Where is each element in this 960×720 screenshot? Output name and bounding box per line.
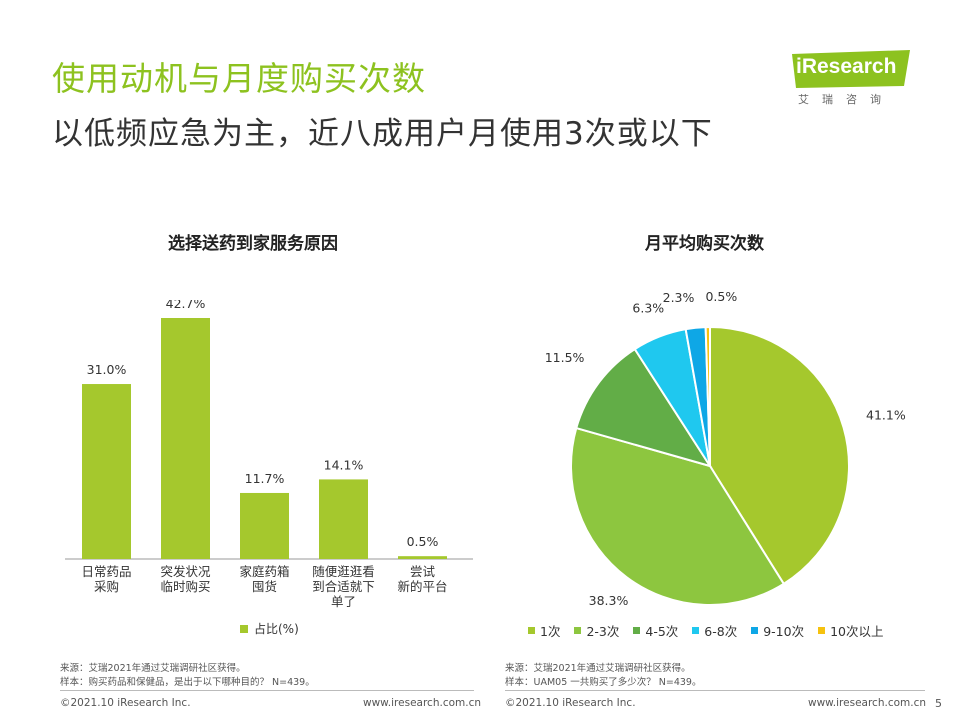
legend-item: 6-8次 bbox=[692, 621, 737, 640]
legend-item: 9-10次 bbox=[751, 621, 804, 640]
page-number: 5 bbox=[935, 697, 942, 710]
pie-chart-title: 月平均购买次数 bbox=[645, 234, 764, 254]
footer-url[interactable]: www.iresearch.com.cn bbox=[808, 697, 927, 709]
page-subtitle: 以低频应急为主，近八成用户月使用3次或以下 bbox=[52, 116, 713, 152]
bar-chart: 31.0% 日常药品采购 42.7% 突发状况临时购买 11.7% 家庭药箱囤货 14.1%… bbox=[65, 300, 473, 609]
legend-swatch bbox=[633, 627, 641, 634]
logo-text: iResearch bbox=[796, 55, 897, 78]
category-label: 尝试新的平台 bbox=[397, 564, 447, 594]
footnote-right: 来源：艾瑞2021年通过艾瑞调研社区获得。 样本：UAM05 一共购买了多少次？… bbox=[505, 662, 701, 690]
bar bbox=[398, 556, 447, 559]
footnote-source: 来源：艾瑞2021年通过艾瑞调研社区获得。 bbox=[60, 663, 246, 674]
iresearch-logo: iResearch 艾瑞咨询 bbox=[790, 50, 915, 110]
legend-label: 1次 bbox=[540, 624, 561, 639]
footer-copyright: ©2021.10 iResearch Inc. bbox=[505, 697, 636, 709]
slice-label: 11.5% bbox=[545, 350, 585, 365]
legend-swatch bbox=[692, 627, 700, 634]
data-label: 14.1% bbox=[324, 457, 364, 472]
legend-label: 占比(%) bbox=[254, 622, 299, 636]
footer-url[interactable]: www.iresearch.com.cn bbox=[363, 697, 482, 709]
data-label: 11.7% bbox=[245, 471, 285, 486]
footnote-divider bbox=[505, 690, 925, 691]
data-label: 42.7% bbox=[166, 300, 206, 311]
category-label: 家庭药箱囤货 bbox=[239, 564, 289, 594]
pie-slice bbox=[575, 347, 713, 468]
legend-swatch bbox=[528, 627, 535, 634]
legend-item: 1次 bbox=[528, 621, 560, 640]
bar bbox=[319, 479, 368, 559]
legend-label: 10次以上 bbox=[830, 624, 884, 639]
data-label: 31.0% bbox=[87, 362, 127, 377]
bar bbox=[240, 492, 289, 559]
legend-swatch bbox=[818, 627, 826, 634]
legend-label: 9-10次 bbox=[763, 624, 805, 639]
pie-slice bbox=[570, 426, 786, 606]
legend-label: 2-3次 bbox=[586, 624, 620, 639]
slice-label: 2.3% bbox=[663, 290, 695, 305]
footnote-sample: 样本：UAM05 一共购买了多少次？ N=439。 bbox=[505, 677, 702, 688]
category-label: 日常药品采购 bbox=[81, 564, 131, 594]
legend-label: 4-5次 bbox=[645, 624, 679, 639]
footnote-divider bbox=[60, 690, 474, 691]
slice-label: 41.1% bbox=[866, 407, 906, 422]
footnote-source: 来源：艾瑞2021年通过艾瑞调研社区获得。 bbox=[505, 663, 691, 674]
legend-label: 6-8次 bbox=[704, 624, 738, 639]
bar bbox=[82, 384, 131, 559]
legend-swatch bbox=[240, 624, 248, 633]
footnote-sample: 样本：购买药品和保健品，是出于以下哪种目的？ N=439。 bbox=[60, 677, 315, 688]
pie-slice bbox=[704, 325, 711, 467]
legend-swatch bbox=[751, 627, 759, 634]
data-label: 0.5% bbox=[407, 534, 439, 549]
legend-item: 4-5次 bbox=[633, 621, 678, 640]
category-label: 随便逛逛看到合适就下单了 bbox=[312, 564, 375, 609]
legend-item: 2-3次 bbox=[574, 621, 619, 640]
slice-label: 38.3% bbox=[589, 593, 629, 608]
bar bbox=[161, 318, 210, 559]
slice-label: 0.5% bbox=[705, 289, 737, 304]
logo-cn-text: 艾瑞咨询 bbox=[798, 93, 894, 106]
pie-legend: 1次 2-3次 4-5次 6-8次 9-10次 10次以上 bbox=[528, 621, 884, 640]
bar-chart-title: 选择送药到家服务原因 bbox=[168, 234, 338, 254]
category-label: 突发状况临时购买 bbox=[160, 564, 211, 594]
footnote-left: 来源：艾瑞2021年通过艾瑞调研社区获得。 样本：购买药品和保健品，是出于以下哪… bbox=[60, 662, 315, 690]
legend-item: 10次以上 bbox=[818, 621, 884, 640]
bar-legend: 占比(%) bbox=[240, 620, 299, 637]
page-title: 使用动机与月度购买次数 bbox=[52, 59, 426, 98]
slice-label: 6.3% bbox=[632, 301, 664, 316]
pie-chart: 41.1% 38.3% 11.5% 6.3%2.3% 0.5% bbox=[545, 289, 906, 608]
footer-copyright: ©2021.10 iResearch Inc. bbox=[60, 697, 191, 709]
legend-swatch bbox=[574, 627, 582, 634]
